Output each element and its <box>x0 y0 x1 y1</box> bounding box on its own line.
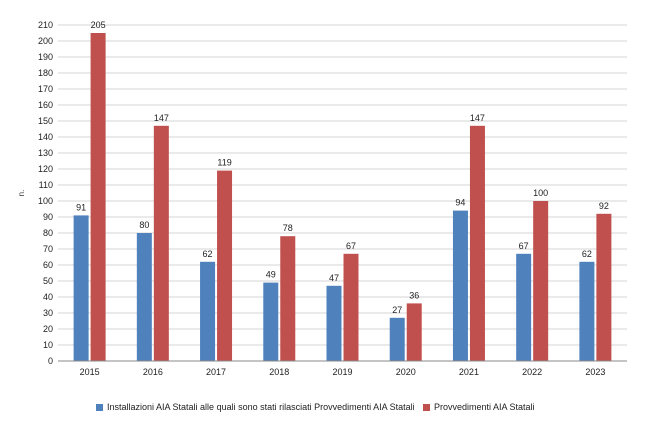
bar-provvedimenti <box>406 303 422 361</box>
bar-installazioni <box>579 261 595 361</box>
x-tick-label: 2018 <box>269 367 289 377</box>
bar-provvedimenti <box>153 125 169 361</box>
gridlines <box>58 24 627 346</box>
legend-item-provvedimenti: Provvedimenti AIA Statali <box>423 402 535 412</box>
y-tick-label: 50 <box>43 276 53 286</box>
y-tick-label: 170 <box>38 84 53 94</box>
bar-installazioni <box>73 215 89 361</box>
y-tick-label: 180 <box>38 68 53 78</box>
bar-installazioni <box>136 233 152 361</box>
x-tick-label: 2022 <box>522 367 542 377</box>
y-axis-label: n. <box>17 190 26 197</box>
legend-label: Installazioni AIA Statali alle quali son… <box>107 402 415 412</box>
data-label: 49 <box>266 270 276 280</box>
data-label: 78 <box>283 223 293 233</box>
bar-provvedimenti <box>90 33 106 361</box>
y-tick-label: 30 <box>43 308 53 318</box>
bar-provvedimenti <box>533 201 549 361</box>
data-label: 147 <box>470 113 485 123</box>
y-tick-label: 160 <box>38 100 53 110</box>
y-tick-label: 120 <box>38 164 53 174</box>
x-tick-label: 2020 <box>396 367 416 377</box>
y-tick-label: 40 <box>43 292 53 302</box>
bar-installazioni <box>389 317 405 361</box>
y-tick-label: 70 <box>43 244 53 254</box>
data-label: 62 <box>203 249 213 259</box>
data-label: 119 <box>217 158 231 168</box>
x-tick-label: 2016 <box>143 367 163 377</box>
y-tick-label: 190 <box>38 52 53 62</box>
x-tick-label: 2019 <box>332 367 352 377</box>
bar-installazioni <box>326 285 342 361</box>
data-label: 94 <box>455 198 465 208</box>
bar-provvedimenti <box>469 125 485 361</box>
legend-label: Provvedimenti AIA Statali <box>434 402 535 412</box>
data-label: 27 <box>392 305 402 315</box>
y-tick-label: 80 <box>43 228 53 238</box>
legend-swatch-blue <box>96 403 103 411</box>
bar-provvedimenti <box>343 253 359 361</box>
y-tick-label: 20 <box>43 324 53 334</box>
y-tick-label: 200 <box>38 36 53 46</box>
y-tick-label: 210 <box>38 20 53 30</box>
data-label: 62 <box>582 249 592 259</box>
data-label: 80 <box>139 220 149 230</box>
legend-swatch-red <box>423 403 430 411</box>
bar-installazioni <box>452 210 468 361</box>
x-tick-label: 2023 <box>585 367 605 377</box>
data-labels: 91 205 80 147 62 119 49 78 47 67 27 36 94 147 67 100 62 9… <box>76 20 609 315</box>
legend: Installazioni AIA Statali alle quali son… <box>0 402 650 418</box>
bars <box>73 33 612 361</box>
x-tick-label: 2017 <box>206 367 226 377</box>
data-label: 147 <box>154 113 169 123</box>
data-label: 92 <box>599 201 609 211</box>
data-label: 91 <box>76 202 86 212</box>
y-tick-label: 0 <box>48 356 53 366</box>
y-tick-label: 110 <box>39 180 53 190</box>
x-axis-ticks: 2015 2016 2017 2018 2019 2020 2021 2022 2023 <box>80 367 606 377</box>
y-tick-label: 90 <box>43 212 53 222</box>
x-tick-label: 2015 <box>80 367 100 377</box>
y-tick-label: 60 <box>43 260 53 270</box>
legend-item-installazioni: Installazioni AIA Statali alle quali son… <box>96 402 415 412</box>
bar-installazioni <box>263 282 279 361</box>
y-tick-label: 100 <box>38 196 53 206</box>
bar-provvedimenti <box>280 236 296 361</box>
bar-installazioni <box>200 261 216 361</box>
y-tick-label: 150 <box>38 116 53 126</box>
y-tick-label: 130 <box>38 148 53 158</box>
bar-provvedimenti <box>596 213 612 361</box>
data-label: 36 <box>409 290 419 300</box>
bar-provvedimenti <box>217 170 233 361</box>
data-label: 205 <box>91 20 106 30</box>
y-tick-label: 140 <box>38 132 53 142</box>
y-axis-ticks: 0 10 20 30 40 50 60 70 80 90 100 110 120 130 140 150 160… <box>38 20 53 366</box>
data-label: 67 <box>346 241 356 251</box>
x-tick-label: 2021 <box>459 367 479 377</box>
data-label: 100 <box>533 188 548 198</box>
bar-installazioni <box>516 253 532 361</box>
y-tick-label: 10 <box>43 340 53 350</box>
data-label: 47 <box>329 273 339 283</box>
data-label: 67 <box>519 241 529 251</box>
